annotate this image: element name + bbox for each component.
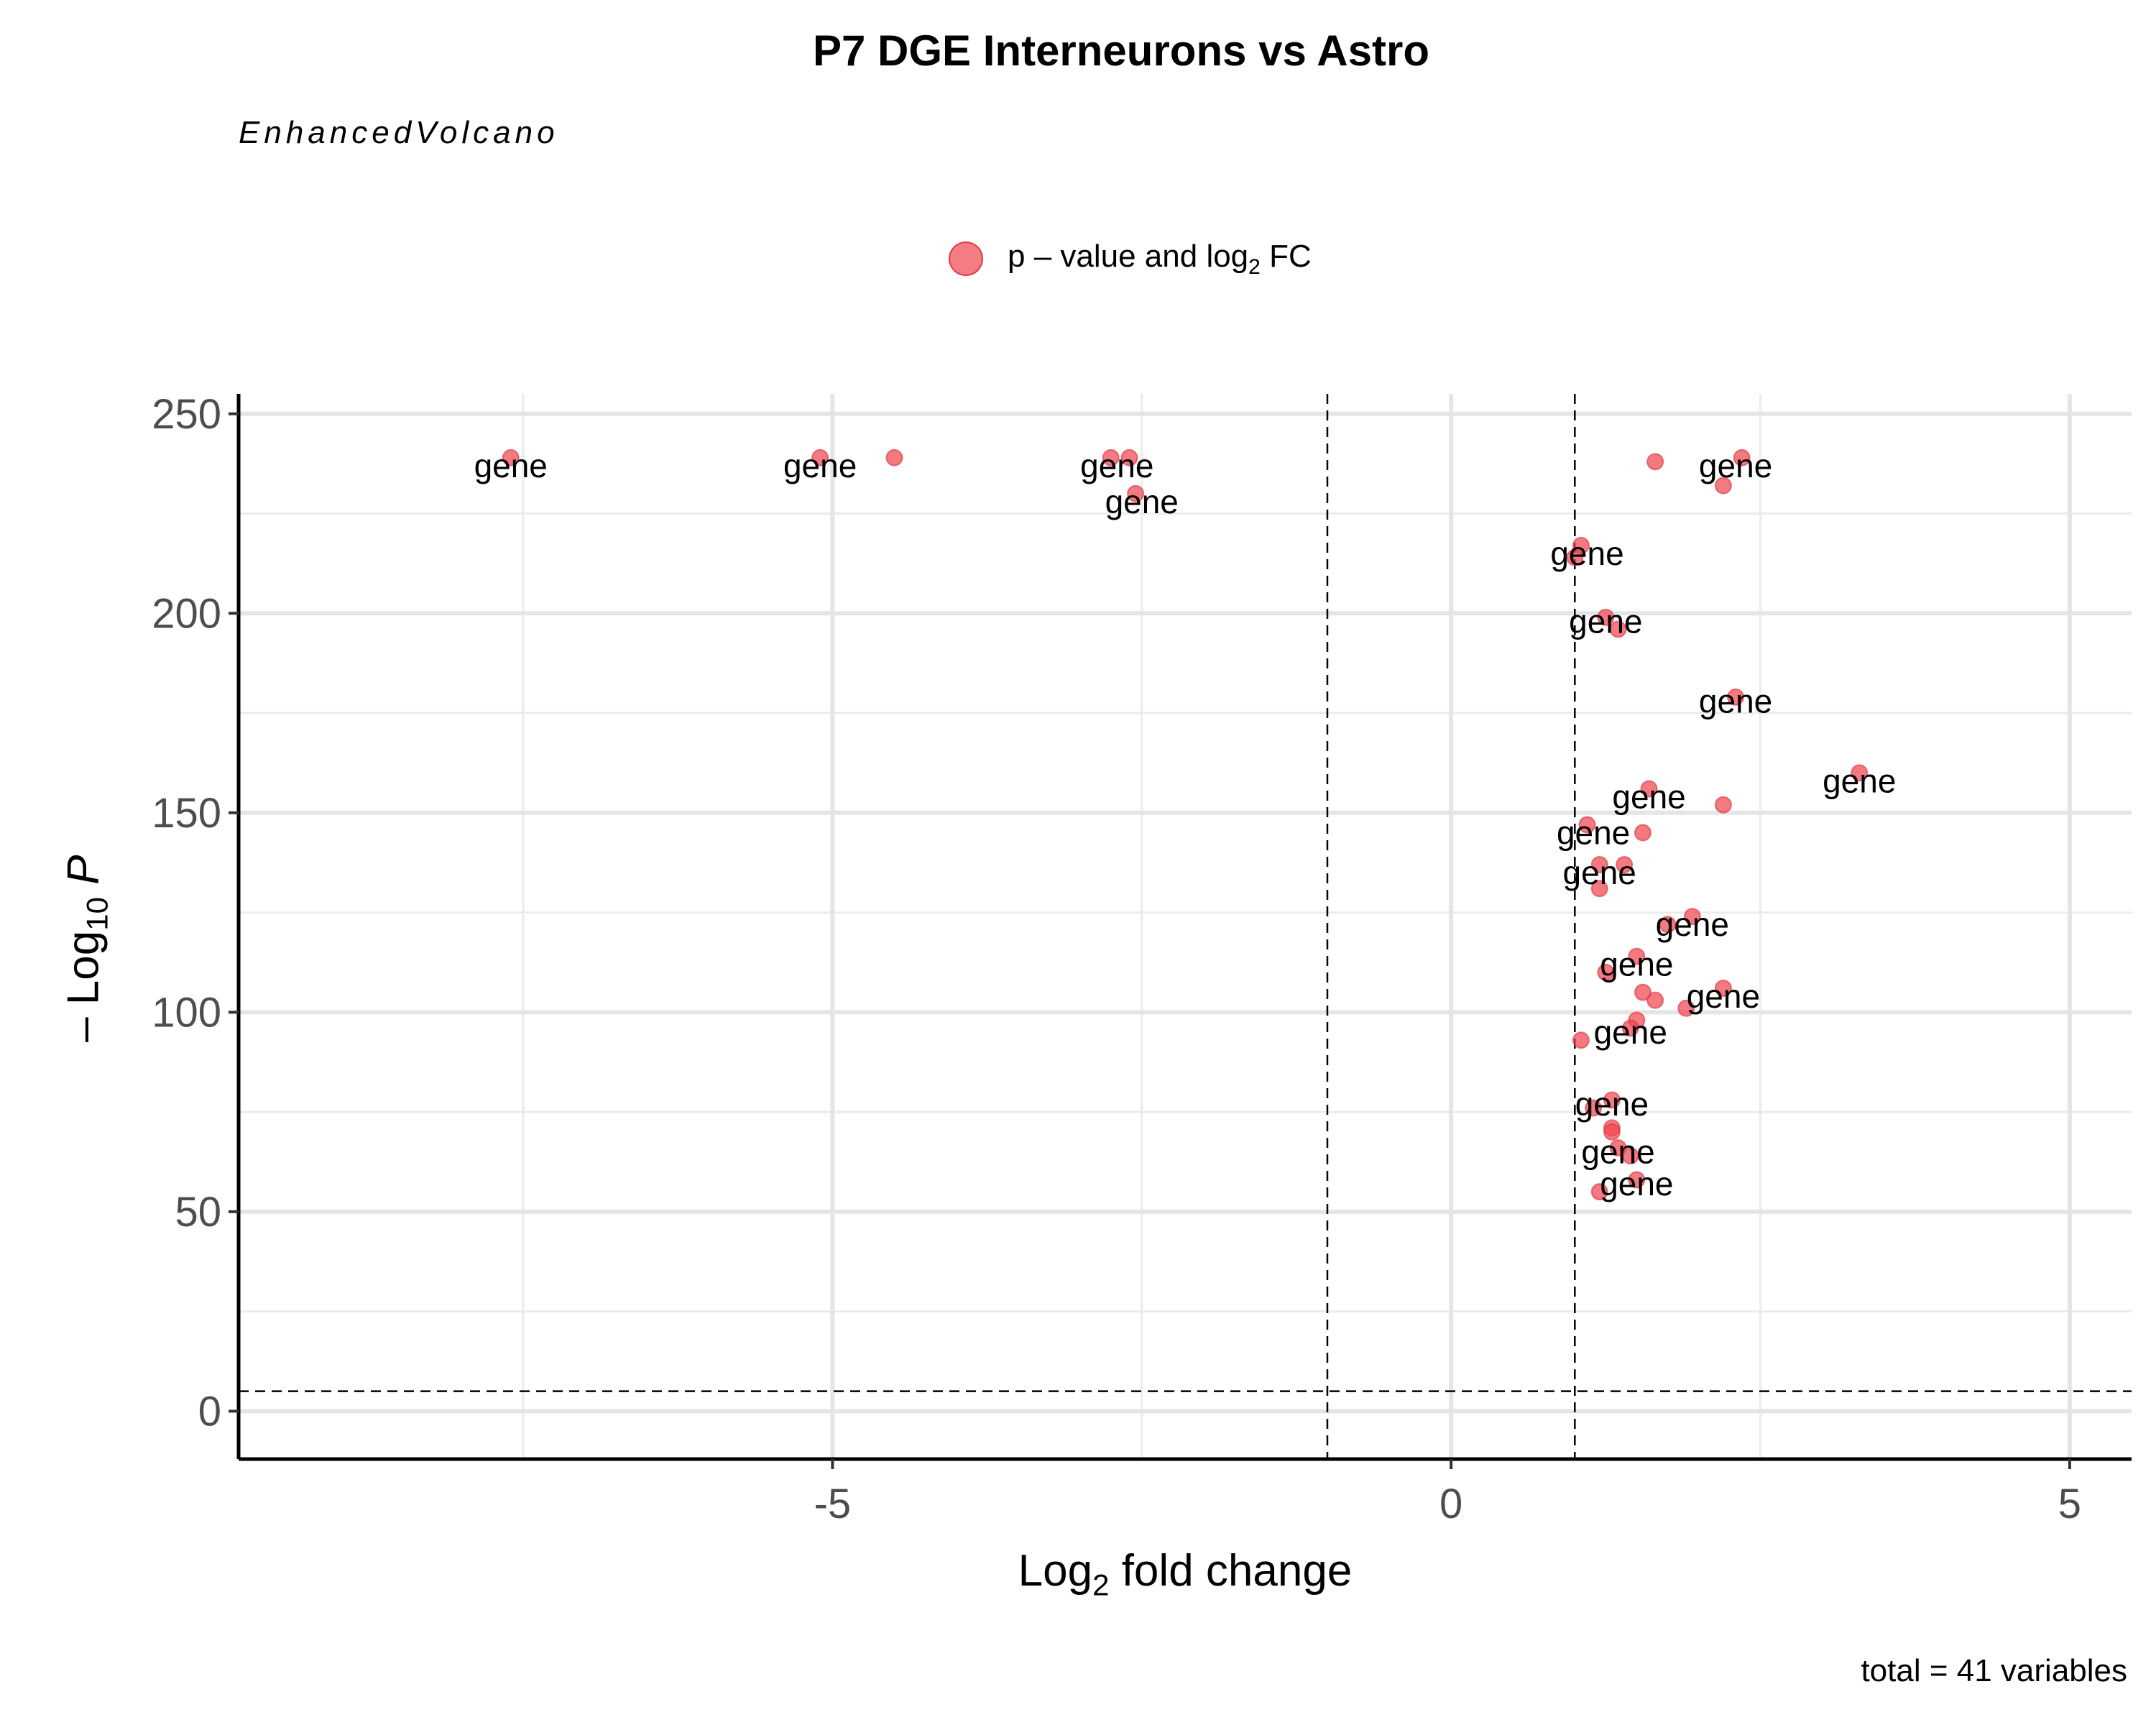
data-point [1714, 477, 1732, 494]
data-point [1634, 983, 1651, 1001]
gene-label: gene [1699, 682, 1772, 719]
gene-label: gene [1569, 602, 1642, 640]
data-point [1659, 916, 1677, 934]
data-point [1597, 963, 1615, 981]
data-point [1609, 1139, 1627, 1157]
gene-label: gene [1575, 1085, 1649, 1123]
y-tick-label: 50 [175, 1189, 221, 1236]
gene-label: gene [1687, 978, 1760, 1015]
data-point [1677, 999, 1695, 1017]
data-point [811, 448, 829, 466]
data-point [1603, 1091, 1621, 1109]
data-point [1572, 1031, 1590, 1049]
data-point [1683, 908, 1701, 926]
data-point [1727, 688, 1745, 706]
data-point [1621, 1147, 1639, 1165]
gene-label: gene [474, 447, 548, 484]
gene-label: gene [1550, 535, 1623, 572]
x-tick-label: 0 [1439, 1481, 1462, 1527]
gene-label: gene [1594, 1013, 1667, 1051]
caption: total = 41 variables [1861, 1653, 2127, 1688]
data-point [1585, 1099, 1603, 1117]
data-point [1714, 796, 1732, 814]
y-axis-label: – Log10 P [58, 855, 114, 1042]
x-axis-label: Log2 fold change [1018, 1546, 1353, 1602]
gene-label: gene [1563, 854, 1636, 891]
data-point [1597, 608, 1615, 626]
gene-label: gene [1600, 1165, 1673, 1202]
legend-key-dot [949, 242, 983, 276]
y-tick-label: 200 [152, 590, 221, 637]
data-point [1628, 1171, 1646, 1189]
data-point [1714, 980, 1732, 998]
gene-label: gene [1699, 447, 1772, 484]
gene-label: gene [1612, 778, 1685, 816]
y-tick-label: 100 [152, 989, 221, 1036]
data-point [1590, 1183, 1608, 1201]
x-tick-label: 5 [2058, 1481, 2081, 1527]
gene-label: gene [1656, 906, 1729, 943]
data-point [1646, 991, 1664, 1009]
data-point [1120, 448, 1138, 466]
gene-label: gene [1105, 483, 1179, 520]
chart-subtitle: EnhancedVolcano [239, 115, 559, 150]
y-tick-label: 0 [198, 1388, 221, 1435]
data-point [1733, 448, 1751, 466]
x-tick-label: -5 [814, 1481, 852, 1527]
data-point [1102, 448, 1120, 466]
gene-label: gene [1080, 447, 1153, 484]
y-tick-label: 250 [152, 391, 221, 438]
data-point [885, 448, 903, 466]
data-point [1851, 764, 1869, 782]
data-point [1127, 484, 1145, 502]
legend-label: p – value and log2 FC [1008, 238, 1312, 279]
gene-label: gene [783, 447, 857, 484]
data-point [1566, 548, 1584, 566]
data-point [1616, 855, 1634, 873]
legend: p – value and log2 FC [949, 237, 1312, 280]
gene-label: gene [1823, 762, 1896, 799]
gene-label: gene [1600, 946, 1673, 983]
data-point [1621, 1019, 1639, 1037]
data-point [1640, 780, 1658, 798]
data-point [1590, 880, 1608, 898]
data-point [502, 448, 520, 466]
data-point [1578, 816, 1596, 834]
data-point [1634, 824, 1651, 842]
gene-label: gene [1557, 814, 1630, 852]
data-point [1609, 620, 1627, 638]
data-point [1646, 453, 1664, 471]
data-point [1590, 855, 1608, 873]
y-tick-label: 150 [152, 790, 221, 837]
chart-title: P7 DGE Interneurons vs Astro [813, 27, 1429, 75]
data-point [1603, 1123, 1621, 1141]
gene-label: gene [1581, 1133, 1654, 1171]
data-point [1628, 947, 1646, 965]
